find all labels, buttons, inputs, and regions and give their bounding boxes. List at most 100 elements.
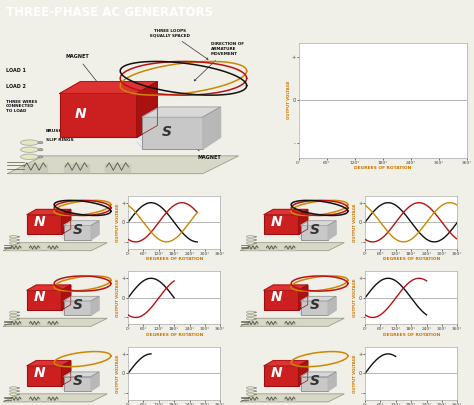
Ellipse shape <box>246 393 255 396</box>
Ellipse shape <box>254 243 256 244</box>
Polygon shape <box>264 209 308 215</box>
Ellipse shape <box>17 243 19 244</box>
Polygon shape <box>4 243 107 251</box>
Bar <box>64 225 91 240</box>
Y-axis label: OUTPUT VOLTAGE: OUTPUT VOLTAGE <box>353 354 357 393</box>
Ellipse shape <box>9 318 18 320</box>
Polygon shape <box>203 107 220 149</box>
Polygon shape <box>299 215 301 240</box>
Polygon shape <box>299 285 308 310</box>
Bar <box>27 215 62 234</box>
Text: DIRECTION OF
ARMATURE
MOVEMENT: DIRECTION OF ARMATURE MOVEMENT <box>194 43 244 81</box>
Text: N: N <box>271 366 283 380</box>
Polygon shape <box>241 243 344 251</box>
Polygon shape <box>64 296 99 301</box>
Text: N: N <box>271 290 283 304</box>
Ellipse shape <box>246 236 255 238</box>
Ellipse shape <box>38 141 43 144</box>
Ellipse shape <box>9 393 18 396</box>
Ellipse shape <box>17 394 19 395</box>
Polygon shape <box>328 221 336 240</box>
Polygon shape <box>328 296 336 315</box>
Polygon shape <box>301 221 336 225</box>
Bar <box>301 225 328 240</box>
Ellipse shape <box>246 242 255 244</box>
Ellipse shape <box>38 149 43 151</box>
Ellipse shape <box>246 314 255 317</box>
Text: THREE WIRES
CONNECTED
TO LOAD: THREE WIRES CONNECTED TO LOAD <box>6 100 37 113</box>
X-axis label: DEGREES OF ROTATION: DEGREES OF ROTATION <box>354 166 411 170</box>
Polygon shape <box>142 107 220 117</box>
Polygon shape <box>299 366 301 391</box>
Text: SLIP RINGS: SLIP RINGS <box>46 138 74 142</box>
Text: MAGNET: MAGNET <box>178 136 221 160</box>
Ellipse shape <box>17 390 19 392</box>
Polygon shape <box>301 296 336 301</box>
Ellipse shape <box>9 239 18 241</box>
Polygon shape <box>62 209 71 234</box>
Text: LOAD 1: LOAD 1 <box>6 68 26 72</box>
Y-axis label: OUTPUT VOLTAGE: OUTPUT VOLTAGE <box>287 81 291 119</box>
Ellipse shape <box>20 140 38 145</box>
Polygon shape <box>328 372 336 391</box>
Polygon shape <box>137 82 157 137</box>
Y-axis label: OUTPUT VOLTAGE: OUTPUT VOLTAGE <box>116 354 120 393</box>
Ellipse shape <box>17 315 19 316</box>
Polygon shape <box>299 360 308 386</box>
Bar <box>64 301 91 315</box>
Ellipse shape <box>17 236 19 237</box>
Polygon shape <box>264 285 308 290</box>
X-axis label: DEGREES OF ROTATION: DEGREES OF ROTATION <box>383 257 440 261</box>
Text: S: S <box>73 374 82 388</box>
Bar <box>27 290 62 310</box>
Polygon shape <box>62 285 71 310</box>
Ellipse shape <box>246 318 255 320</box>
Polygon shape <box>301 372 336 377</box>
Bar <box>301 301 328 315</box>
Text: N: N <box>34 290 46 304</box>
Text: MAGNET: MAGNET <box>65 54 99 84</box>
Ellipse shape <box>254 312 256 313</box>
Text: S: S <box>310 374 319 388</box>
Text: N: N <box>75 107 86 121</box>
Polygon shape <box>62 360 71 386</box>
Polygon shape <box>4 318 107 326</box>
Y-axis label: OUTPUT VOLTAGE: OUTPUT VOLTAGE <box>353 203 357 241</box>
Y-axis label: OUTPUT VOLTAGE: OUTPUT VOLTAGE <box>116 279 120 317</box>
Ellipse shape <box>254 318 256 319</box>
X-axis label: DEGREES OF ROTATION: DEGREES OF ROTATION <box>146 257 203 261</box>
Ellipse shape <box>9 236 18 238</box>
Ellipse shape <box>254 236 256 237</box>
Ellipse shape <box>246 387 255 389</box>
Bar <box>301 377 328 391</box>
Text: LOAD 2: LOAD 2 <box>6 84 26 90</box>
Text: THREE-PHASE AC GENERATORS: THREE-PHASE AC GENERATORS <box>6 6 213 19</box>
Text: N: N <box>34 366 46 380</box>
Ellipse shape <box>20 147 38 152</box>
Polygon shape <box>60 82 157 94</box>
Ellipse shape <box>9 242 18 244</box>
Ellipse shape <box>9 390 18 392</box>
Ellipse shape <box>38 156 43 158</box>
Ellipse shape <box>254 239 256 241</box>
Ellipse shape <box>17 239 19 241</box>
X-axis label: DEGREES OF ROTATION: DEGREES OF ROTATION <box>146 333 203 337</box>
Polygon shape <box>64 221 99 225</box>
Ellipse shape <box>254 315 256 316</box>
Polygon shape <box>64 372 99 377</box>
Bar <box>264 290 299 310</box>
Ellipse shape <box>9 387 18 389</box>
Text: THREE LOOPS
EQUALLY SPACED: THREE LOOPS EQUALLY SPACED <box>150 28 208 60</box>
Polygon shape <box>62 290 64 315</box>
Text: S: S <box>310 223 319 237</box>
Text: BRUSHES: BRUSHES <box>46 129 69 133</box>
Polygon shape <box>137 94 142 149</box>
Polygon shape <box>4 394 107 402</box>
Ellipse shape <box>246 239 255 241</box>
Text: N: N <box>34 215 46 229</box>
Y-axis label: OUTPUT VOLTAGE: OUTPUT VOLTAGE <box>353 279 357 317</box>
Polygon shape <box>91 221 99 240</box>
Y-axis label: OUTPUT VOLTAGE: OUTPUT VOLTAGE <box>116 203 120 241</box>
Polygon shape <box>241 394 344 402</box>
Bar <box>264 366 299 386</box>
